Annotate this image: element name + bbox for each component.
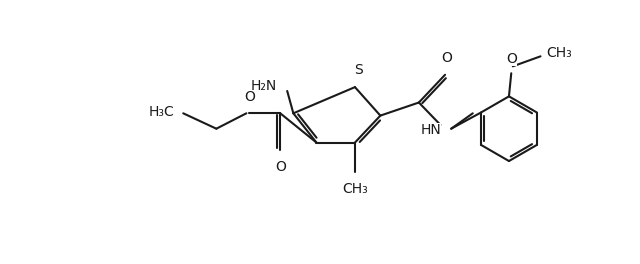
Text: O: O: [507, 51, 518, 65]
Text: H₂N: H₂N: [251, 79, 277, 93]
Text: HN: HN: [420, 123, 441, 137]
Text: CH₃: CH₃: [342, 182, 368, 196]
Text: O: O: [441, 51, 452, 65]
Text: H₃C: H₃C: [148, 105, 174, 119]
Text: S: S: [354, 63, 362, 77]
Text: O: O: [244, 90, 255, 104]
Text: CH₃: CH₃: [547, 46, 572, 60]
Text: O: O: [275, 160, 285, 174]
